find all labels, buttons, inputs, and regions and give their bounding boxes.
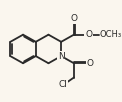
Text: OCH₃: OCH₃ (99, 30, 122, 39)
Text: N: N (58, 52, 65, 61)
Text: Cl: Cl (58, 80, 67, 89)
Text: O: O (70, 14, 77, 23)
Text: O: O (87, 59, 94, 68)
Text: O: O (85, 30, 92, 39)
